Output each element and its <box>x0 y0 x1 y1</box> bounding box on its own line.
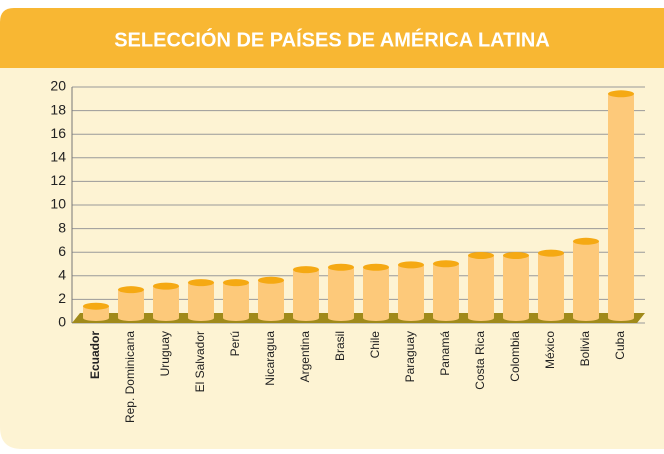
bar-top <box>118 286 144 294</box>
chart-title: SELECCIÓN DE PAÍSES DE AMÉRICA LATINA <box>114 27 550 51</box>
bar-base <box>398 315 424 321</box>
x-tick-label: Chile <box>368 331 382 359</box>
bar-base <box>293 315 319 321</box>
bar <box>538 253 564 318</box>
x-tick-label: Colombia <box>508 331 522 382</box>
x-tick-label: Brasil <box>333 331 347 361</box>
bar-top <box>363 263 389 271</box>
x-tick-label: Bolivia <box>578 331 592 367</box>
bar-top <box>608 90 634 98</box>
bar-top <box>573 237 599 245</box>
bar-top <box>83 302 109 310</box>
y-tick-label: 8 <box>58 219 66 235</box>
y-tick-label: 14 <box>50 149 66 165</box>
chart-background <box>0 68 664 449</box>
bar-top <box>538 249 564 257</box>
bar-base <box>538 315 564 321</box>
x-tick-label: Costa Rica <box>473 331 487 390</box>
bar-base <box>153 315 179 321</box>
bar <box>503 255 529 318</box>
bar-top <box>153 282 179 290</box>
x-tick-label: Perú <box>228 331 242 356</box>
x-tick-label: Panamá <box>438 331 452 376</box>
x-tick-label: Cuba <box>613 331 627 360</box>
bar <box>293 269 319 318</box>
bar-top <box>433 260 459 268</box>
floor <box>72 313 645 323</box>
bar-base <box>468 315 494 321</box>
bar-base <box>573 315 599 321</box>
y-tick-label: 2 <box>58 290 66 306</box>
bar <box>328 267 354 318</box>
y-tick-label: 18 <box>50 101 66 117</box>
y-tick-label: 12 <box>50 172 66 188</box>
bar-base <box>258 315 284 321</box>
bar-top <box>328 263 354 271</box>
bar-base <box>433 315 459 321</box>
y-tick-label: 20 <box>50 78 66 94</box>
bar <box>153 286 179 318</box>
bar-base <box>608 315 634 321</box>
bar-top <box>188 279 214 287</box>
x-tick-label: Nicaragua <box>263 331 277 386</box>
bar <box>363 267 389 318</box>
x-tick-label: Rep. Dominicana <box>123 331 137 423</box>
bar <box>608 93 634 318</box>
bar-top <box>223 279 249 287</box>
bar <box>573 241 599 318</box>
x-tick-label: Argentina <box>298 331 312 383</box>
bar <box>398 264 424 318</box>
bar-top <box>293 266 319 274</box>
bar <box>468 255 494 318</box>
bar-base <box>328 315 354 321</box>
bar-base <box>118 315 144 321</box>
bar <box>83 306 109 318</box>
x-tick-label: Uruguay <box>158 331 172 376</box>
bar-top <box>503 251 529 259</box>
bar <box>433 263 459 318</box>
y-tick-label: 0 <box>58 314 66 330</box>
x-tick-label: El Salvador <box>193 331 207 392</box>
x-tick-label: México <box>543 331 557 369</box>
bar-base <box>83 315 109 321</box>
y-tick-label: 6 <box>58 243 66 259</box>
x-tick-label: Ecuador <box>88 331 102 379</box>
bar <box>223 282 249 318</box>
bar-top <box>258 276 284 284</box>
bar <box>188 282 214 318</box>
bar-top <box>398 261 424 269</box>
y-tick-label: 10 <box>50 196 66 212</box>
bar-base <box>363 315 389 321</box>
bar <box>118 289 144 318</box>
y-tick-label: 16 <box>50 125 66 141</box>
bar-base <box>223 315 249 321</box>
bar-base <box>188 315 214 321</box>
bar-top <box>468 251 494 259</box>
bar <box>258 280 284 318</box>
bar-base <box>503 315 529 321</box>
y-tick-label: 4 <box>58 267 66 283</box>
x-tick-label: Paraguay <box>403 331 417 382</box>
header-band <box>0 8 664 68</box>
